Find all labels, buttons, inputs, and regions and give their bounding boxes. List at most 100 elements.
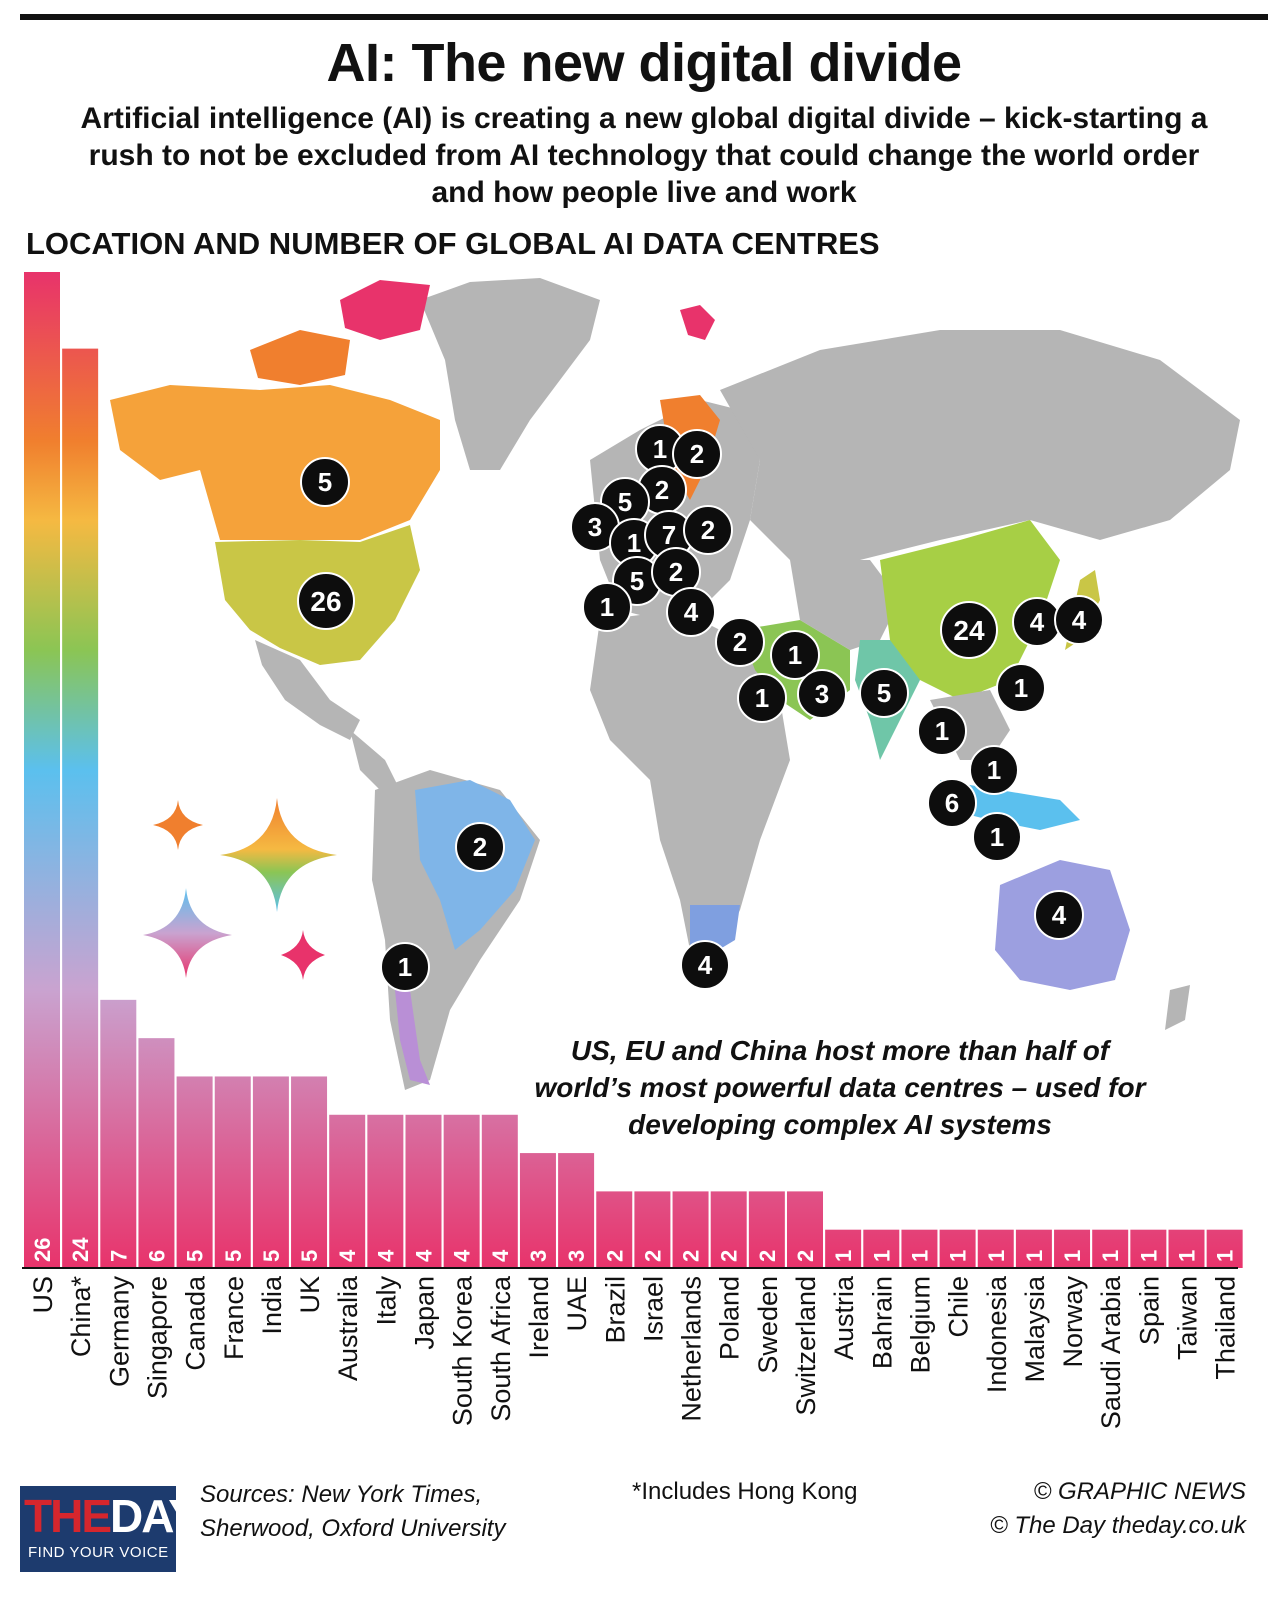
land-mexico [255, 640, 360, 740]
bar [939, 1229, 976, 1268]
map-marker: 6 [927, 778, 977, 828]
map-marker-label: 1 [627, 528, 641, 558]
map-marker-label: 26 [310, 586, 341, 617]
bar-value-label: 24 [68, 1237, 93, 1262]
bar-value-label: 1 [831, 1250, 856, 1262]
map-marker-label: 1 [398, 952, 412, 982]
map-marker: 1 [917, 706, 967, 756]
bar-value-label: 5 [297, 1250, 322, 1262]
sources-line-1: Sources: New York Times, [200, 1481, 483, 1508]
bar-value-label: 5 [221, 1250, 246, 1262]
map-marker-label: 4 [1052, 900, 1067, 930]
map-marker: 2 [672, 429, 722, 479]
category-label: Brazil [600, 1276, 630, 1344]
bar-value-label: 1 [1060, 1250, 1085, 1262]
map-marker-dot [300, 457, 350, 507]
bar [710, 1191, 747, 1268]
sources: Sources: New York Times, Sherwood, Oxfor… [200, 1478, 505, 1546]
category-label: Japan [410, 1276, 440, 1350]
category-label: Thailand [1211, 1276, 1241, 1380]
the-day-logo: THEDAY FIND YOUR VOICE [20, 1486, 199, 1572]
land-indonesia [940, 780, 1080, 830]
category-label: Poland [715, 1276, 745, 1360]
section-heading: LOCATION AND NUMBER OF GLOBAL AI DATA CE… [26, 226, 880, 261]
bar [748, 1191, 785, 1268]
page-title: AI: The new digital divide [326, 33, 962, 93]
bar-value-label: 4 [412, 1249, 437, 1262]
map-marker-dot [455, 822, 505, 872]
bar [252, 1076, 289, 1268]
bar [214, 1076, 251, 1268]
map-marker-dot [680, 940, 730, 990]
map-marker-dot [297, 572, 355, 630]
map-marker-label: 5 [877, 678, 891, 708]
category-label: Switzerland [791, 1276, 821, 1416]
land-central-america [350, 730, 400, 795]
bar [596, 1191, 633, 1268]
category-label: Australia [333, 1275, 363, 1381]
bar [367, 1114, 404, 1268]
map-marker-label: 5 [630, 566, 644, 596]
credit-the-day: © The Day theday.co.uk [989, 1512, 1246, 1539]
category-label: India [257, 1275, 287, 1335]
bar [405, 1114, 442, 1268]
land-canada-islands [250, 330, 350, 385]
category-label: Singapore [142, 1276, 172, 1399]
bar [977, 1229, 1014, 1268]
map-marker-label: 1 [600, 592, 614, 622]
map-marker-label: 1 [990, 822, 1004, 852]
category-label: Chile [944, 1276, 974, 1338]
map-marker-label: 2 [669, 557, 683, 587]
bar [1092, 1229, 1129, 1268]
bar-value-label: 26 [30, 1238, 55, 1262]
map-marker: 1 [737, 673, 787, 723]
bar-value-label: 3 [526, 1250, 551, 1262]
bar [176, 1076, 213, 1268]
logo-tagline: FIND YOUR VOICE [28, 1544, 169, 1561]
bar [519, 1153, 556, 1268]
bar-value-label: 1 [1213, 1250, 1238, 1262]
map-marker: 1 [969, 745, 1019, 795]
map-marker-label: 24 [953, 615, 985, 646]
bar [291, 1076, 328, 1268]
map-marker-label: 1 [935, 716, 949, 746]
bar [100, 999, 137, 1268]
bar [863, 1229, 900, 1268]
bar-value-label: 4 [450, 1249, 475, 1262]
map-marker-dot [380, 942, 430, 992]
sparkle-icon [220, 798, 337, 912]
map-marker-label: 3 [815, 679, 829, 709]
map-marker: 3 [570, 502, 620, 552]
map-marker-dot [683, 505, 733, 555]
bar-value-label: 4 [335, 1249, 360, 1262]
land-russia [720, 330, 1240, 560]
bar [1168, 1229, 1205, 1268]
category-label: UAE [562, 1276, 592, 1332]
subtitle: Artificial intelligence (AI) is creating… [80, 102, 1208, 209]
category-label: Norway [1058, 1276, 1088, 1368]
bar [24, 272, 60, 1268]
bar [443, 1114, 480, 1268]
bar-value-label: 1 [984, 1250, 1009, 1262]
map-marker-label: 7 [662, 520, 676, 550]
category-label: Canada [181, 1275, 211, 1371]
map-marker: 3 [797, 669, 847, 719]
category-label: Spain [1134, 1276, 1164, 1345]
category-label: Ireland [524, 1276, 554, 1359]
category-label: UK [295, 1276, 325, 1314]
category-label: South Africa [486, 1275, 516, 1422]
map-marker-label: 2 [655, 475, 669, 505]
map-marker-dot [859, 668, 909, 718]
bar [138, 1038, 175, 1268]
category-label: Taiwan [1173, 1276, 1203, 1360]
map-marker-label: 1 [1014, 673, 1028, 703]
sparkle-icon [153, 800, 203, 850]
bar [1130, 1229, 1167, 1268]
bar-series: 26 24 7 6 5 5 5 5 4 4 4 4 4 3 3 2 2 2 2 2 2 1 1 1 1 1 1 1 1 1 1 1 [24, 272, 1243, 1269]
bar [787, 1191, 823, 1268]
land-chile [395, 990, 430, 1085]
bar-value-label: 1 [1136, 1250, 1161, 1262]
map-marker: 4 [680, 940, 730, 990]
map-marker: 2 [651, 547, 701, 597]
map-marker-label: 4 [1072, 605, 1087, 635]
